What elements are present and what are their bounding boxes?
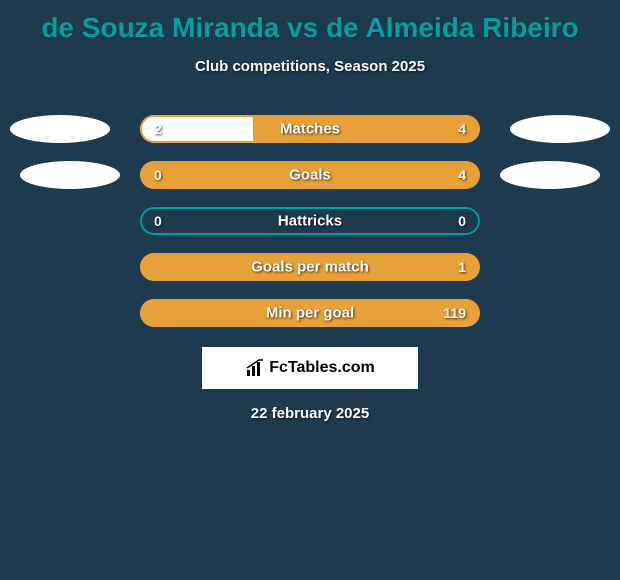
bar-wrapper: Goals per match 1 xyxy=(140,253,480,281)
bar-wrapper: Hattricks 0 0 xyxy=(140,207,480,235)
logo-text: FcTables.com xyxy=(269,359,375,377)
stat-row: Hattricks 0 0 xyxy=(0,207,620,235)
stat-value-right: 4 xyxy=(458,121,466,137)
date-text: 22 february 2025 xyxy=(0,405,620,422)
stats-area: Matches 2 4 Goals 0 4 Hattricks 0 0 Goals per mat… xyxy=(0,115,620,327)
bar-wrapper: Goals 0 4 xyxy=(140,161,480,189)
stat-value-left: 0 xyxy=(154,167,162,183)
stat-label: Goals xyxy=(289,167,331,184)
page-title: de Souza Miranda vs de Almeida Ribeiro xyxy=(0,0,620,44)
subtitle: Club competitions, Season 2025 xyxy=(0,58,620,75)
chart-icon xyxy=(245,358,265,378)
bar-wrapper: Matches 2 4 xyxy=(140,115,480,143)
stat-row: Matches 2 4 xyxy=(0,115,620,143)
stat-row: Goals 0 4 xyxy=(0,161,620,189)
stat-value-right: 119 xyxy=(443,305,466,321)
stat-value-left: 2 xyxy=(154,121,162,137)
comparison-container: de Souza Miranda vs de Almeida Ribeiro C… xyxy=(0,0,620,580)
stat-value-right: 0 xyxy=(458,213,466,229)
stat-label: Matches xyxy=(280,121,340,138)
stat-label: Hattricks xyxy=(278,213,342,230)
stat-value-right: 1 xyxy=(458,259,466,275)
stat-label: Goals per match xyxy=(251,259,369,276)
logo-box: FcTables.com xyxy=(202,347,418,389)
logo-content: FcTables.com xyxy=(245,358,375,378)
stat-value-right: 4 xyxy=(458,167,466,183)
stat-label: Min per goal xyxy=(266,305,354,322)
bar-wrapper: Min per goal 119 xyxy=(140,299,480,327)
stat-value-left: 0 xyxy=(154,213,162,229)
stat-row: Min per goal 119 xyxy=(0,299,620,327)
stat-row: Goals per match 1 xyxy=(0,253,620,281)
